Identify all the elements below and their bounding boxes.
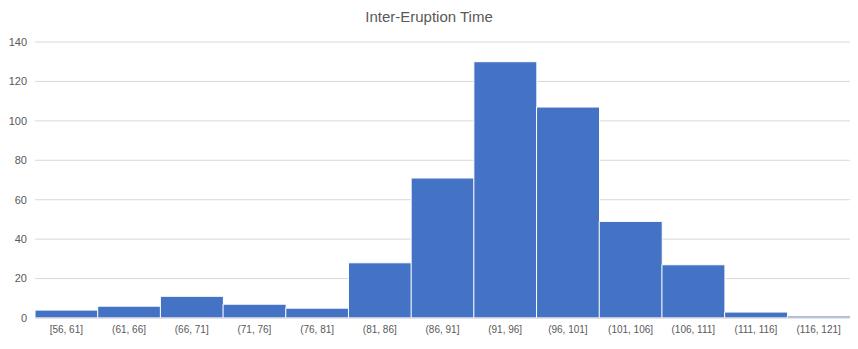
svg-text:100: 100	[9, 115, 27, 127]
svg-text:[56, 61]: [56, 61]	[50, 324, 84, 335]
svg-text:80: 80	[15, 154, 27, 166]
svg-text:(106, 111]: (106, 111]	[671, 324, 715, 335]
svg-text:(71, 76]: (71, 76]	[237, 324, 271, 335]
svg-text:0: 0	[21, 312, 27, 324]
svg-text:(61, 66]: (61, 66]	[112, 324, 146, 335]
svg-text:(66, 71]: (66, 71]	[175, 324, 209, 335]
svg-text:60: 60	[15, 194, 27, 206]
svg-text:(96, 101]: (96, 101]	[548, 324, 588, 335]
svg-text:20: 20	[15, 272, 27, 284]
svg-text:140: 140	[9, 36, 27, 48]
svg-text:120: 120	[9, 75, 27, 87]
svg-text:40: 40	[15, 233, 27, 245]
svg-text:(116, 121]: (116, 121]	[797, 324, 842, 335]
svg-text:(91, 96]: (91, 96]	[488, 324, 522, 335]
svg-text:(101, 106]: (101, 106]	[608, 324, 653, 335]
svg-text:(76, 81]: (76, 81]	[300, 324, 334, 335]
html-text:Inter-Eruption Time: Inter-Eruption Time	[365, 8, 493, 25]
svg-text:(86, 91]: (86, 91]	[426, 324, 460, 335]
svg-text:(111, 116]: (111, 116]	[735, 324, 778, 335]
svg-text:(81, 86]: (81, 86]	[363, 324, 397, 335]
